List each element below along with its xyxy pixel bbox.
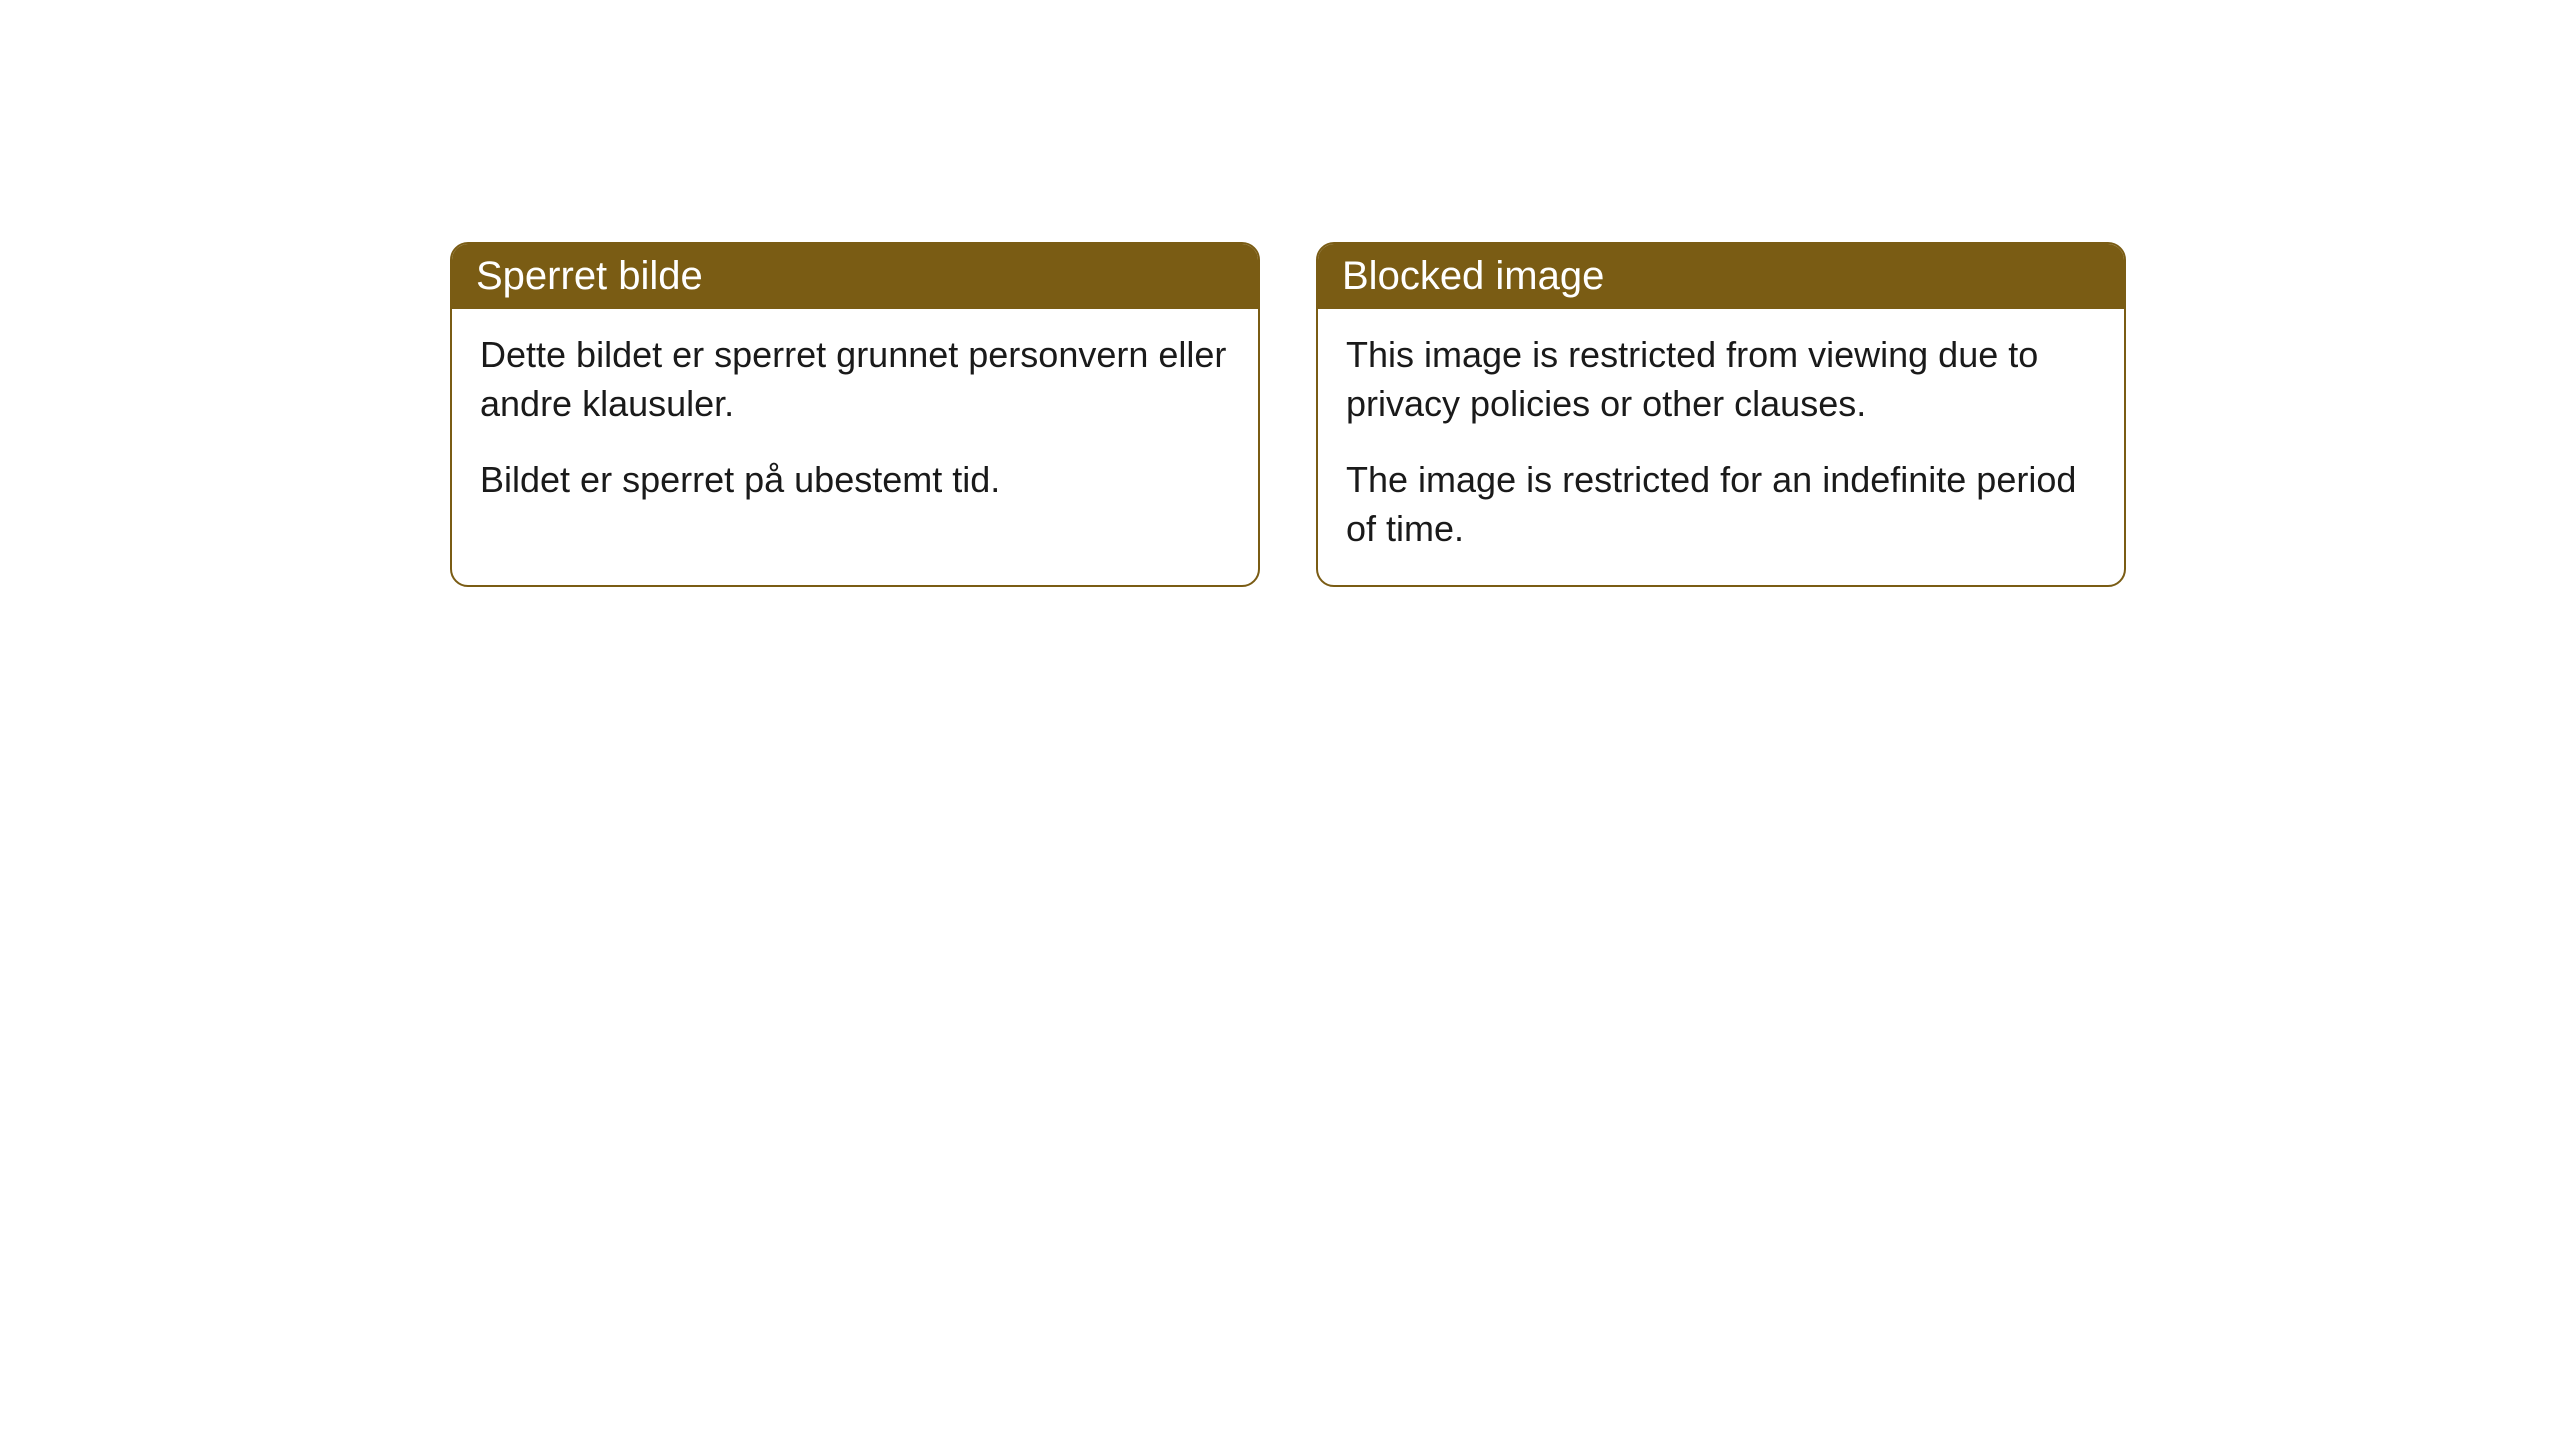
notice-body: This image is restricted from viewing du… bbox=[1318, 309, 2124, 585]
notice-container: Sperret bilde Dette bildet er sperret gr… bbox=[450, 242, 2126, 587]
notice-paragraph: Bildet er sperret på ubestemt tid. bbox=[480, 456, 1230, 505]
notice-body: Dette bildet er sperret grunnet personve… bbox=[452, 309, 1258, 537]
notice-card-norwegian: Sperret bilde Dette bildet er sperret gr… bbox=[450, 242, 1260, 587]
notice-header: Blocked image bbox=[1318, 244, 2124, 309]
notice-paragraph: The image is restricted for an indefinit… bbox=[1346, 456, 2096, 553]
notice-header: Sperret bilde bbox=[452, 244, 1258, 309]
notice-paragraph: This image is restricted from viewing du… bbox=[1346, 331, 2096, 428]
notice-paragraph: Dette bildet er sperret grunnet personve… bbox=[480, 331, 1230, 428]
notice-card-english: Blocked image This image is restricted f… bbox=[1316, 242, 2126, 587]
